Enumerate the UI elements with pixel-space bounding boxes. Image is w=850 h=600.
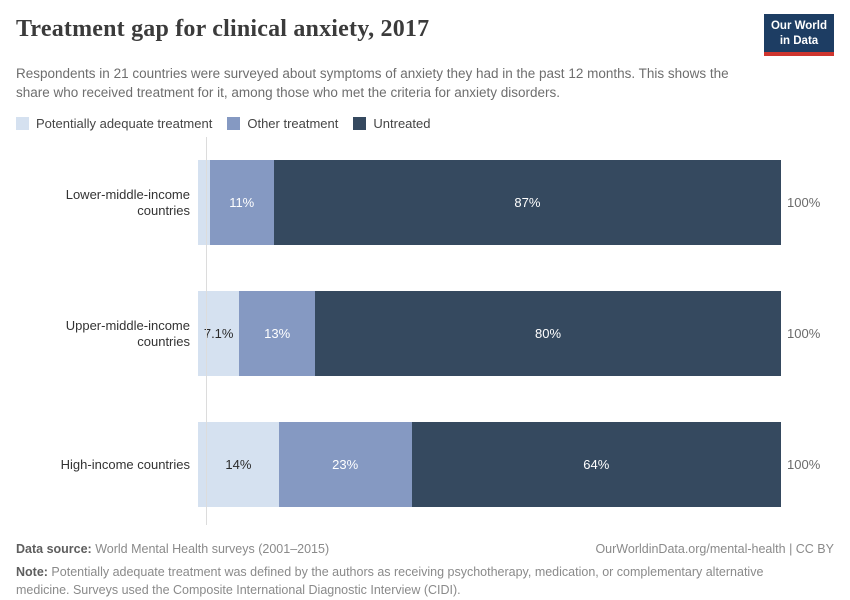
bar-segment[interactable]: 13% [239,291,316,377]
total-label: 100% [787,326,821,342]
segment-value-label: 23% [332,457,359,473]
segment-value-label: 7.1% [203,326,234,342]
footer-note: Note: Potentially adequate treatment was… [16,563,806,599]
bar-segment[interactable]: 87% [273,160,781,246]
owid-url-link[interactable]: OurWorldinData.org/mental-health | CC BY [595,542,834,557]
bar-track: 14% 23% 64% [198,422,782,508]
total-label: 100% [787,457,821,473]
bar-track: 11% 87% [198,160,781,246]
segment-value-label: 64% [583,457,610,473]
bar-row: Upper-middle-income countries 7.1% 13% 80% 1… [16,268,834,399]
bar-track: 7.1% 13% 80% [198,291,781,377]
owid-logo-line2: in Data [779,34,819,47]
legend-label: Untreated [373,116,431,132]
bar-segment[interactable]: 7.1% [198,291,240,377]
data-source-label: Data source: [16,542,92,557]
stacked-bar-chart: Lower-middle-income countries 11% 87% 100% U… [16,137,834,530]
bar-segment[interactable]: 64% [411,422,782,508]
bar-segment[interactable]: 23% [278,422,412,508]
legend-swatch-icon [353,117,367,131]
legend-item[interactable]: Untreated [353,116,430,131]
bar-segment[interactable]: 80% [315,291,781,377]
segment-value-label: 87% [514,195,541,211]
legend-item[interactable]: Other treatment [227,116,338,131]
legend-swatch-icon [16,117,29,131]
header: Treatment gap for clinical anxiety, 2017… [16,14,834,56]
total-label: 100% [787,195,821,211]
bar-row: Lower-middle-income countries 11% 87% 100% [16,137,834,268]
legend-item[interactable]: Potentially adequate treatment [16,116,212,131]
owid-logo[interactable]: Our World in Data [764,14,834,56]
page-title: Treatment gap for clinical anxiety, 2017 [16,16,430,42]
legend-swatch-icon [227,117,241,131]
data-source-value: World Mental Health surveys (2001–2015) [91,542,330,557]
footer: Data source: World Mental Health surveys… [16,542,834,599]
bar-segment[interactable] [198,160,210,246]
bar-segment[interactable]: 14% [198,422,279,508]
category-label: Upper-middle-income countries [65,318,190,349]
segment-value-label: 11% [229,195,255,211]
data-source: Data source: World Mental Health surveys… [16,542,329,556]
segment-value-label: 80% [535,326,562,342]
segment-value-label: 13% [264,326,291,342]
category-label: Lower-middle-income countries [65,187,190,218]
owid-logo-line1: Our World [770,20,827,32]
bar-row: High-income countries 14% 23% 64% 100% [16,399,834,530]
segment-value-label: 14% [225,457,252,473]
footer-source-row: Data source: World Mental Health surveys… [16,542,834,556]
note-label: Note: [16,565,48,580]
legend-label: Potentially adequate treatment [36,116,213,132]
category-label: High-income countries [60,456,190,472]
y-axis-line [206,137,207,526]
legend: Potentially adequate treatment Other trea… [16,116,834,131]
bar-segment[interactable]: 11% [209,160,274,246]
legend-label: Other treatment [247,116,339,132]
note-text: Potentially adequate treatment was defin… [16,565,764,598]
chart-subtitle: Respondents in 21 countries were surveye… [16,66,729,100]
